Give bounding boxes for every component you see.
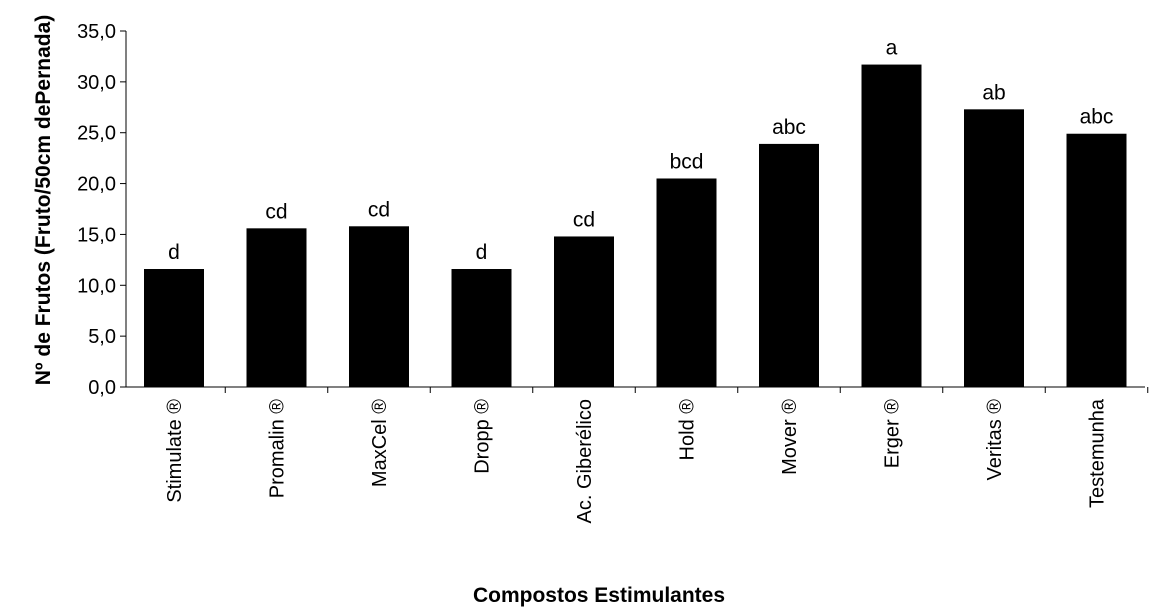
- x-tick-label: MaxCel ®: [369, 399, 391, 487]
- bar-significance-label: cd: [573, 208, 595, 231]
- bar-significance-label: abc: [772, 116, 806, 139]
- y-tick-label: 20,0: [77, 174, 116, 196]
- bar-significance-label: a: [886, 37, 898, 60]
- x-tick-label: Stimulate ®: [164, 399, 186, 503]
- y-tick-label: 25,0: [77, 123, 116, 145]
- x-tick-label: Mover ®: [779, 399, 801, 475]
- y-tick-label: 5,0: [88, 326, 116, 348]
- x-tick-label: Testemunha: [1087, 398, 1109, 508]
- bar-significance-label: ab: [982, 81, 1005, 104]
- bar-significance-label: cd: [265, 200, 287, 223]
- y-tick-label: 35,0: [77, 21, 116, 43]
- bars-group: d cd cd d cd bcd abc a ab abc: [144, 37, 1127, 388]
- bar-significance-label: abc: [1080, 106, 1114, 129]
- bar: [759, 143, 819, 387]
- x-tick-label: Ac. Giberélico: [574, 399, 596, 524]
- bar: [554, 236, 614, 387]
- x-tick-label: Hold ®: [677, 399, 699, 461]
- bar-significance-label: cd: [368, 198, 390, 221]
- y-tick-label: 0,0: [88, 377, 116, 399]
- x-tick-label: Erger ®: [882, 399, 904, 468]
- y-tick-label: 15,0: [77, 224, 116, 246]
- x-axis: Stimulate ® Promalin ® MaxCel ® Dropp ® Ac. …: [164, 387, 1149, 524]
- y-tick-label: 30,0: [77, 72, 116, 94]
- bar: [246, 228, 307, 387]
- bar: [1066, 133, 1127, 387]
- y-tick-label: 10,0: [77, 275, 116, 297]
- bar-significance-label: bcd: [670, 150, 704, 173]
- y-axis-title: Nº de Frutos (Fruto/50cm dePernada): [32, 15, 55, 386]
- x-tick-label: Dropp ®: [472, 399, 494, 474]
- x-axis-title: Compostos Estimulantes: [473, 584, 725, 607]
- bar: [656, 178, 717, 387]
- x-tick-label: Promalin ®: [267, 399, 289, 498]
- x-tick-label: Veritas ®: [984, 399, 1006, 481]
- bar: [349, 226, 409, 387]
- bar-significance-label: d: [476, 241, 488, 264]
- bar: [964, 109, 1024, 387]
- bar: [861, 64, 922, 388]
- bar-significance-label: d: [168, 241, 180, 264]
- y-axis: 0,0 5,0 10,0 15,0 20,0 25,0 30,0 35,0: [77, 21, 126, 399]
- bar: [144, 269, 204, 387]
- bar: [451, 269, 512, 387]
